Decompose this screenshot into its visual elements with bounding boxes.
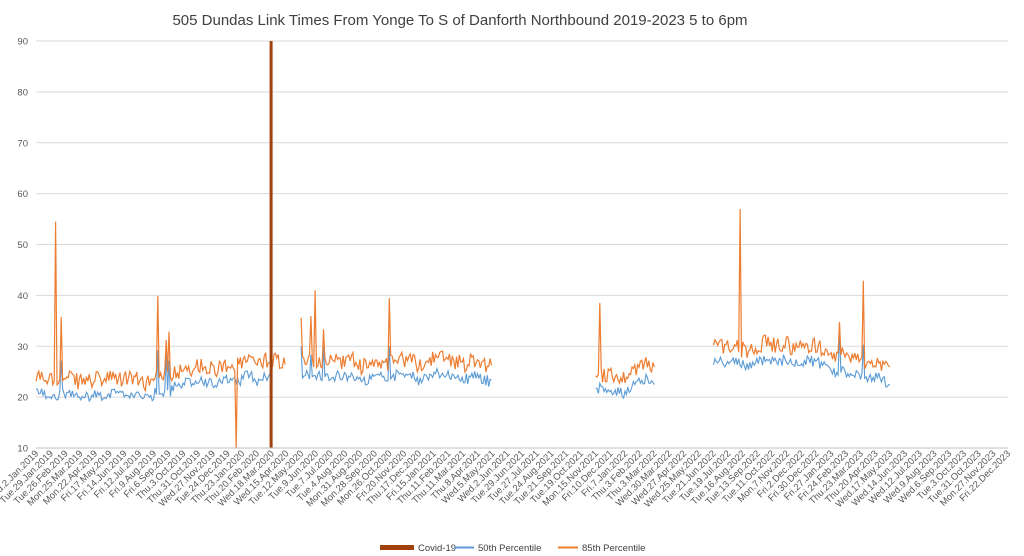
series-85th-percentile-segment	[595, 302, 655, 386]
series-85th-percentile-segment	[35, 221, 286, 449]
y-axis: 10 20 30 40 50 60 70 80 90	[17, 37, 28, 455]
series-50th-percentile-segment	[300, 346, 492, 387]
chart-title: 505 Dundas Link Times From Yonge To S of…	[172, 12, 747, 29]
y-tick-label: 20	[17, 393, 28, 404]
x-axis: Wed.2.Jan.2019Tue.29.Jan.2019Tue.26.Feb.…	[0, 448, 1013, 510]
y-tick-label: 90	[17, 37, 28, 48]
y-tick-label: 50	[17, 240, 28, 251]
series-85th-percentile-segment	[712, 208, 891, 371]
y-tick-label: 40	[17, 291, 28, 302]
legend-swatch	[380, 545, 414, 550]
series-50th-percentile-segment	[595, 372, 655, 400]
series-50th-percentile-segment	[712, 330, 891, 388]
legend-label: Covid-19	[418, 543, 456, 554]
legend: Covid-19 50th Percentile 85th Percentile	[380, 543, 645, 554]
series-50th-percentile-segment	[35, 350, 272, 403]
legend-item: 85th Percentile	[558, 543, 645, 554]
covid-19-marker	[269, 41, 273, 448]
legend-label: 50th Percentile	[478, 543, 541, 554]
y-tick-label: 70	[17, 138, 28, 149]
y-tick-label: 30	[17, 342, 28, 353]
series-85th-percentile-segment	[300, 290, 493, 377]
gridlines	[36, 40, 1008, 449]
plot-area	[35, 41, 891, 449]
legend-item: 50th Percentile	[454, 543, 541, 554]
legend-item: Covid-19	[380, 543, 456, 554]
y-tick-label: 60	[17, 189, 28, 200]
legend-label: 85th Percentile	[582, 543, 645, 554]
y-tick-label: 10	[17, 444, 28, 455]
y-tick-label: 80	[17, 87, 28, 98]
